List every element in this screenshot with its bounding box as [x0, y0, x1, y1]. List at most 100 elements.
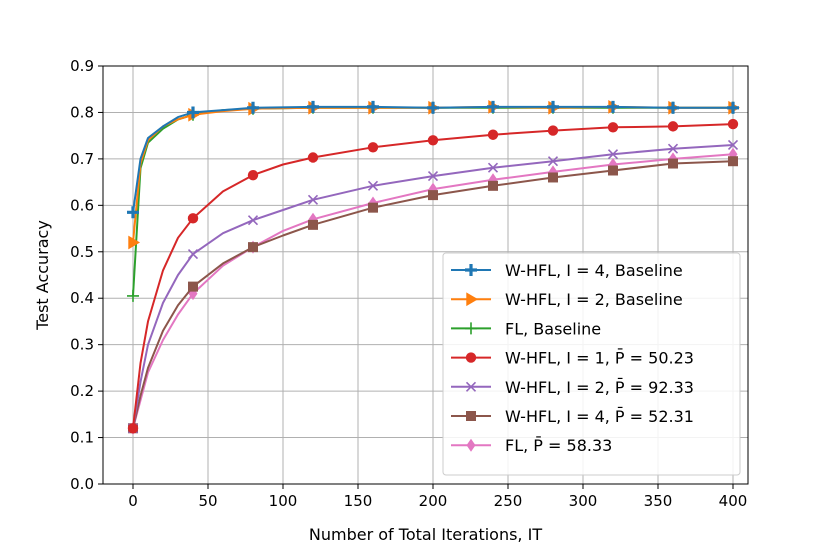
- data-point-marker: [188, 281, 198, 292]
- data-point-marker: [367, 100, 379, 113]
- data-point-marker: [667, 101, 679, 114]
- series-6: [128, 156, 738, 434]
- data-point-marker: [248, 242, 258, 253]
- x-tick-label: 300: [569, 492, 598, 510]
- legend-item: W-HFL, I = 4, Baseline: [451, 261, 683, 280]
- data-point-marker: [465, 352, 477, 363]
- legend-label: W-HFL, I = 4, Baseline: [505, 261, 683, 280]
- data-point-marker: [187, 106, 199, 119]
- data-point-marker: [307, 194, 319, 205]
- x-tick-label: 250: [494, 492, 523, 510]
- y-tick-label: 0.5: [70, 243, 94, 261]
- y-tick-label: 0.3: [70, 336, 94, 354]
- data-point-marker: [128, 235, 140, 250]
- data-point-marker: [727, 118, 739, 130]
- data-point-marker: [488, 180, 498, 191]
- data-point-marker: [547, 100, 559, 113]
- data-point-marker: [547, 125, 559, 136]
- data-point-marker: [466, 438, 476, 452]
- plot-frame: [102, 65, 749, 485]
- y-tick-label: 0.9: [70, 57, 94, 75]
- data-point-marker: [427, 101, 439, 114]
- y-tick-label: 0.8: [70, 103, 94, 121]
- legend-label: FL, P̄ = 58.33: [505, 436, 612, 455]
- legend-label: FL, Baseline: [505, 319, 601, 338]
- x-tick-label: 350: [644, 492, 673, 510]
- data-point-marker: [465, 322, 477, 335]
- data-point-marker: [728, 156, 738, 167]
- data-point-marker: [308, 219, 318, 230]
- legend-item: W-HFL, I = 1, P̄ = 50.23: [451, 349, 694, 368]
- data-point-marker: [127, 423, 139, 434]
- x-tick-label: 200: [419, 492, 448, 510]
- x-tick-label: 150: [344, 492, 373, 510]
- data-point-marker: [368, 202, 378, 213]
- data-point-marker: [727, 101, 739, 114]
- series-line: [132, 144, 734, 429]
- data-point-marker: [465, 381, 477, 392]
- x-tick-label: 0: [128, 492, 138, 510]
- series-line: [132, 160, 734, 429]
- series-line: [132, 105, 733, 213]
- data-point-marker: [668, 158, 678, 169]
- data-point-marker: [466, 292, 478, 307]
- legend: W-HFL, I = 4, Baseline W-HFL, I = 2, Base…: [442, 252, 741, 476]
- y-tick-label: 0.4: [70, 289, 94, 307]
- legend-item: FL, P̄ = 58.33: [451, 436, 612, 455]
- data-point-marker: [487, 129, 499, 140]
- legend-label: W-HFL, I = 4, P̄ = 52.31: [505, 407, 694, 426]
- series-layer: [127, 99, 740, 435]
- y-tick-label: 0.0: [70, 475, 94, 493]
- data-point-marker: [307, 152, 319, 163]
- data-point-marker: [247, 169, 259, 181]
- legend-item: FL, Baseline: [451, 319, 601, 338]
- data-point-marker: [127, 289, 139, 302]
- data-point-marker: [608, 165, 618, 176]
- series-5: [127, 139, 739, 434]
- y-tick-label: 0.2: [70, 382, 94, 400]
- legend-label: W-HFL, I = 1, P̄ = 50.23: [505, 349, 694, 368]
- y-axis-label: Test Accuracy: [33, 220, 52, 331]
- data-point-marker: [547, 156, 559, 167]
- data-point-marker: [127, 206, 139, 219]
- data-point-marker: [187, 213, 199, 224]
- x-tick-label: 50: [198, 492, 217, 510]
- data-point-marker: [427, 135, 439, 146]
- data-point-marker: [465, 264, 477, 276]
- data-point-marker: [367, 180, 379, 191]
- data-point-marker: [247, 101, 259, 114]
- data-point-marker: [727, 139, 739, 151]
- data-point-marker: [548, 172, 558, 183]
- legend-item: W-HFL, I = 2, P̄ = 92.33: [451, 378, 694, 397]
- data-point-marker: [466, 411, 476, 421]
- data-point-marker: [367, 142, 379, 153]
- series-line: [132, 123, 734, 429]
- data-point-marker: [607, 100, 619, 113]
- x-tick-label: 400: [719, 492, 748, 510]
- axis-ticks: 0 50 100 150 200 250 300 350 400 0.0 0.1 0.2 0.3 0.4 0…: [70, 57, 747, 510]
- x-axis-label: Number of Total Iterations, IT: [309, 525, 542, 544]
- data-point-marker: [487, 162, 499, 173]
- data-point-marker: [667, 143, 679, 154]
- series-1: [127, 100, 739, 219]
- data-point-marker: [427, 171, 439, 182]
- y-tick-label: 0.7: [70, 150, 94, 168]
- data-point-marker: [487, 100, 499, 113]
- data-point-marker: [307, 100, 319, 113]
- series-4: [127, 118, 739, 434]
- data-point-marker: [667, 121, 679, 132]
- legend-label: W-HFL, I = 2, Baseline: [505, 290, 683, 309]
- legend-label: W-HFL, I = 2, P̄ = 92.33: [505, 378, 694, 397]
- data-point-marker: [187, 249, 199, 260]
- y-tick-label: 0.6: [70, 196, 94, 214]
- x-tick-label: 100: [269, 492, 298, 510]
- data-point-marker: [607, 149, 619, 160]
- y-tick-label: 0.1: [70, 429, 94, 447]
- legend-item: W-HFL, I = 2, Baseline: [451, 290, 683, 309]
- series-line: [132, 153, 734, 429]
- data-point-marker: [247, 215, 259, 226]
- data-point-marker: [428, 190, 438, 201]
- legend-item: W-HFL, I = 4, P̄ = 52.31: [451, 407, 694, 426]
- data-point-marker: [607, 122, 619, 133]
